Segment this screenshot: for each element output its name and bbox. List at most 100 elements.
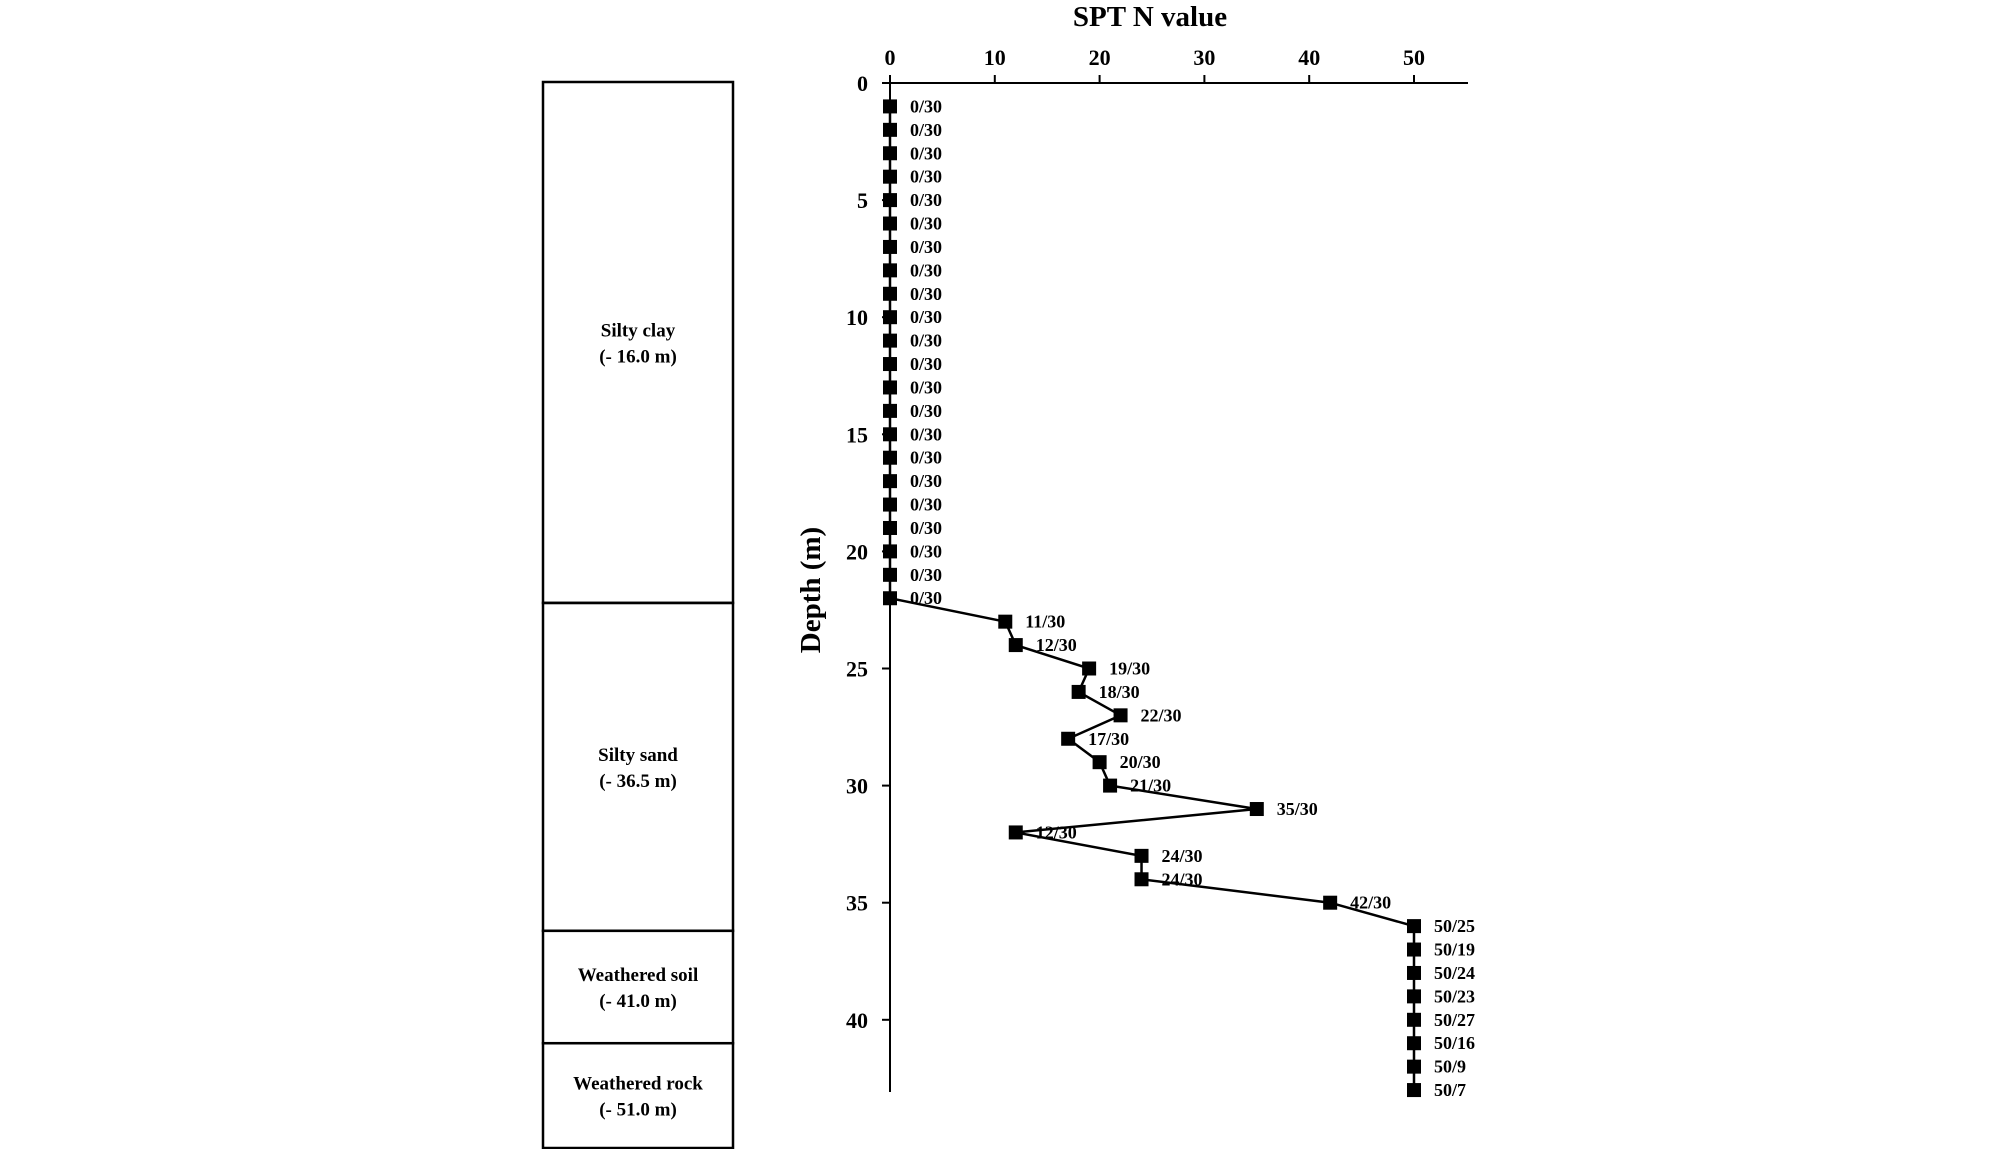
data-point-marker xyxy=(883,403,897,418)
data-point-marker xyxy=(1407,1059,1421,1074)
data-point-marker xyxy=(883,520,897,535)
data-label: 12/30 xyxy=(1036,822,1077,842)
soil-layer-range: (- 51.0 m) xyxy=(599,1100,677,1121)
soil-layer-box xyxy=(541,929,735,1045)
data-label: 0/30 xyxy=(910,448,942,468)
data-point-marker xyxy=(883,591,897,606)
data-label: 22/30 xyxy=(1141,705,1182,725)
soil-layer-range: (- 36.5 m) xyxy=(599,771,677,792)
data-point-marker xyxy=(1103,778,1118,793)
data-point-marker xyxy=(883,474,897,489)
data-point-marker xyxy=(1249,802,1264,817)
x-axis-title: SPT N value xyxy=(1073,1,1227,33)
data-point-marker xyxy=(1008,638,1023,653)
data-label: 50/9 xyxy=(1434,1057,1466,1077)
data-label: 0/30 xyxy=(910,354,942,374)
x-tick-label: 0 xyxy=(885,45,896,70)
soil-layer-range: (- 41.0 m) xyxy=(599,991,677,1012)
data-point-marker xyxy=(883,450,897,465)
soil-layer-name: Silty sand xyxy=(598,745,678,766)
data-label: 19/30 xyxy=(1109,659,1150,679)
data-point-marker xyxy=(883,122,897,137)
data-label: 50/25 xyxy=(1434,916,1475,936)
data-label: 0/30 xyxy=(910,401,942,421)
data-label: 17/30 xyxy=(1088,729,1129,749)
y-tick-label: 35 xyxy=(846,891,868,916)
data-point-marker xyxy=(1092,755,1107,770)
data-label: 50/19 xyxy=(1434,940,1475,960)
data-point-marker xyxy=(1061,731,1076,746)
data-point-marker xyxy=(883,263,897,278)
x-tick-label: 10 xyxy=(984,45,1006,70)
data-point-marker xyxy=(1134,872,1149,887)
data-point-marker xyxy=(1323,895,1338,910)
data-point-marker xyxy=(883,567,897,582)
data-point-marker xyxy=(1407,989,1421,1004)
data-label: 50/7 xyxy=(1434,1080,1466,1100)
data-label: 20/30 xyxy=(1120,752,1161,772)
data-point-marker xyxy=(883,99,897,114)
data-point-marker xyxy=(998,614,1013,629)
data-point-marker xyxy=(883,380,897,395)
data-point-marker xyxy=(1082,661,1097,676)
data-label: 0/30 xyxy=(910,565,942,585)
data-label: 0/30 xyxy=(910,518,942,538)
data-point-marker xyxy=(883,333,897,348)
data-label: 0/30 xyxy=(910,214,942,234)
soil-layer-range: (- 16.0 m) xyxy=(599,346,677,367)
y-tick-label: 5 xyxy=(857,188,868,213)
data-label: 0/30 xyxy=(910,284,942,304)
data-point-marker xyxy=(1407,919,1421,934)
data-label: 50/27 xyxy=(1434,1010,1475,1030)
soil-layer-box xyxy=(541,601,735,933)
data-point-marker xyxy=(1113,708,1128,723)
data-point-marker xyxy=(883,239,897,254)
data-point-marker xyxy=(1071,684,1086,699)
data-point-marker xyxy=(883,216,897,231)
data-label: 0/30 xyxy=(910,190,942,210)
y-tick-label: 20 xyxy=(846,539,868,564)
data-point-marker xyxy=(1407,942,1421,957)
y-tick-label: 40 xyxy=(846,1008,868,1033)
data-label: 0/30 xyxy=(910,331,942,351)
data-point-marker xyxy=(1134,848,1149,863)
data-label: 0/30 xyxy=(910,260,942,280)
data-point-marker xyxy=(883,286,897,301)
data-point-marker xyxy=(883,497,897,512)
data-point-marker xyxy=(1407,1012,1421,1027)
y-axis-title: Depth (m) xyxy=(795,527,827,653)
soil-layer-name: Weathered soil xyxy=(578,965,699,986)
data-label: 0/30 xyxy=(910,120,942,140)
y-tick-label: 10 xyxy=(846,305,868,330)
soil-layer-name: Silty clay xyxy=(601,320,676,341)
x-tick-label: 50 xyxy=(1403,45,1425,70)
data-label: 35/30 xyxy=(1277,799,1318,819)
data-label: 12/30 xyxy=(1036,635,1077,655)
data-label: 0/30 xyxy=(910,588,942,608)
data-label: 50/23 xyxy=(1434,986,1475,1006)
data-label: 24/30 xyxy=(1162,846,1203,866)
data-point-marker xyxy=(883,310,897,325)
data-label: 21/30 xyxy=(1130,776,1171,796)
data-label: 42/30 xyxy=(1350,893,1391,913)
data-label: 0/30 xyxy=(910,167,942,187)
data-point-marker xyxy=(883,427,897,442)
data-label: 50/24 xyxy=(1434,963,1475,983)
data-label: 0/30 xyxy=(910,471,942,491)
x-tick-label: 20 xyxy=(1089,45,1111,70)
spt-series: 0/30 0/30 0/30 0/30 0/30 0/30 0/30 0/30 0/30 0/30… xyxy=(883,96,1475,1100)
data-label: 0/30 xyxy=(910,377,942,397)
data-label: 0/30 xyxy=(910,237,942,257)
soil-layer-name: Weathered rock xyxy=(573,1074,703,1095)
data-point-marker xyxy=(883,193,897,208)
data-label: 50/16 xyxy=(1434,1033,1475,1053)
data-point-marker xyxy=(1008,825,1023,840)
x-tick-label: 30 xyxy=(1193,45,1215,70)
data-label: 0/30 xyxy=(910,424,942,444)
data-label: 11/30 xyxy=(1025,612,1065,632)
data-label: 0/30 xyxy=(910,143,942,163)
data-label: 0/30 xyxy=(910,96,942,116)
data-label: 0/30 xyxy=(910,495,942,515)
data-point-marker xyxy=(883,357,897,372)
